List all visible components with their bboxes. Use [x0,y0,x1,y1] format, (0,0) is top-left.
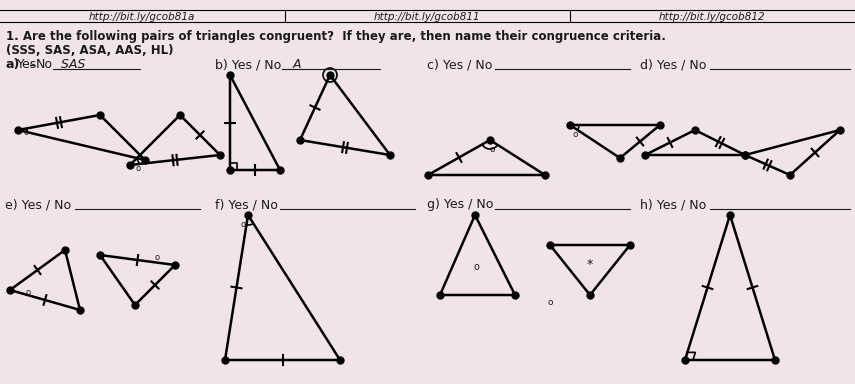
Point [483,137,497,143]
Text: o: o [135,164,140,173]
Point [433,292,447,298]
Point [638,152,652,158]
Text: o: o [572,130,578,139]
Point [383,152,397,158]
Point [128,302,142,308]
Text: *: * [587,258,593,271]
Text: c) Yes / No: c) Yes / No [427,58,492,71]
Point [174,112,187,118]
Point [613,155,627,161]
Text: o: o [26,288,31,297]
Point [223,72,237,78]
Point [333,357,347,363]
Text: o: o [155,253,160,262]
Text: o: o [547,298,552,307]
Point [738,152,752,158]
Point [723,212,737,218]
Text: o: o [240,220,245,229]
Point [738,152,752,158]
Text: (SSS, SAS, ASA, AAS, HL): (SSS, SAS, ASA, AAS, HL) [6,44,174,57]
Point [168,262,182,268]
Text: a): a) [5,58,20,71]
Text: o: o [489,145,495,154]
Point [563,122,577,128]
Text: No: No [36,58,53,71]
Text: e) Yes / No: e) Yes / No [5,198,71,211]
Point [139,157,152,163]
Point [422,172,435,178]
Point [653,122,667,128]
Text: h) Yes / No: h) Yes / No [640,198,706,211]
Point [241,212,255,218]
Point [93,112,107,118]
Point [273,167,286,173]
Point [833,127,846,133]
Text: SAS: SAS [53,58,86,71]
Text: d) Yes / No: d) Yes / No [640,58,706,71]
Point [11,127,25,133]
Point [469,212,482,218]
Point [93,252,107,258]
Point [3,287,17,293]
Point [678,357,692,363]
Point [58,247,72,253]
Text: f) Yes / No: f) Yes / No [215,198,278,211]
Point [323,72,337,78]
Text: Yes: Yes [17,58,38,71]
Text: http://bit.ly/gcob812: http://bit.ly/gcob812 [658,12,765,22]
Point [213,152,227,158]
Point [538,172,551,178]
Point [688,127,702,133]
Text: g) Yes / No: g) Yes / No [427,198,493,211]
Point [74,307,87,313]
Text: http://bit.ly/gcob81a: http://bit.ly/gcob81a [89,12,195,22]
Text: b) Yes / No: b) Yes / No [215,58,281,71]
Point [768,357,781,363]
Text: http://bit.ly/gcob811: http://bit.ly/gcob811 [374,12,481,22]
Point [223,167,237,173]
Point [623,242,637,248]
Point [783,172,797,178]
Point [508,292,522,298]
Point [218,357,232,363]
Text: o: o [23,128,28,137]
Point [293,137,307,143]
Point [123,162,137,168]
Point [543,242,557,248]
Text: o: o [473,262,479,272]
Point [583,292,597,298]
Text: A: A [285,58,302,71]
Text: 1. Are the following pairs of triangles congruent?  If they are, then name their: 1. Are the following pairs of triangles … [6,30,666,43]
